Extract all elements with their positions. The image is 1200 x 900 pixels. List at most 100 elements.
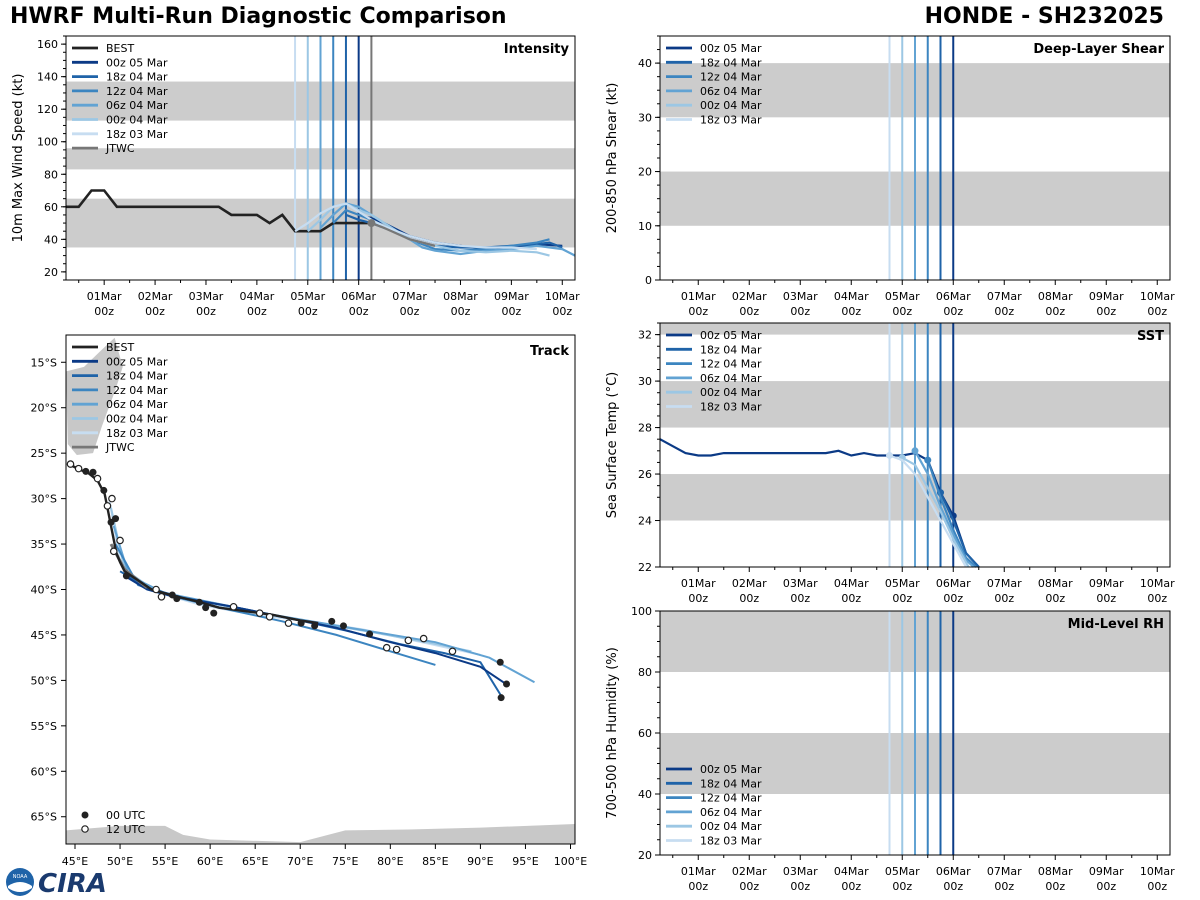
- sst-series-12z-04-mar: [926, 459, 977, 568]
- intensity-ytick-label: 60: [44, 201, 58, 214]
- track-marker-00utc: [297, 619, 305, 627]
- shear-legend-label: 00z 05 Mar: [700, 42, 762, 55]
- intensity-xtick-label-day: 05Mar: [290, 290, 325, 303]
- sst-frame: [659, 322, 1171, 568]
- sst-xtick-label-hour: 00z: [892, 592, 912, 605]
- sst-legend-label: 18z 04 Mar: [700, 343, 762, 356]
- rh-xtick-label-hour: 00z: [688, 880, 708, 893]
- intensity-series-jtwc: [371, 222, 436, 247]
- track-marker-12utc: [419, 634, 428, 643]
- track-marker-00utc: [328, 617, 336, 625]
- intensity-ytick-label: 120: [37, 103, 58, 116]
- track-xtick-label: 95°E: [512, 855, 538, 868]
- shear-xtick-label-day: 08Mar: [1038, 290, 1073, 303]
- sst-xtick-label-hour: 00z: [790, 592, 810, 605]
- rh-ytick-label: 40: [638, 788, 652, 801]
- track-marker-12utc: [255, 609, 264, 617]
- shear-xtick-label-hour: 00z: [1096, 305, 1116, 318]
- track-ytick-label: 40°S: [31, 584, 57, 597]
- madagascar-landmass: [66, 337, 123, 455]
- sst-xtick-label-day: 01Mar: [681, 577, 716, 590]
- track-xtick-label: 45°E: [62, 855, 88, 868]
- shear-panel-title: Deep-Layer Shear: [1033, 42, 1164, 57]
- shear-xtick-label-hour: 00z: [892, 305, 912, 318]
- track-legend-label: 00z 04 Mar: [106, 413, 168, 426]
- intensity-ylabel: 10m Max Wind Speed (kt): [11, 74, 26, 243]
- rh-legend-label: 18z 03 Mar: [700, 835, 762, 848]
- intensity-legend-label: BEST: [106, 42, 134, 55]
- shear-xtick-label-day: 03Mar: [783, 290, 818, 303]
- intensity-ytick-label: 20: [44, 266, 58, 279]
- intensity-xtick-label-day: 04Mar: [239, 290, 274, 303]
- cira-logo: NOAA CIRA: [6, 868, 107, 898]
- shear-xtick-label-hour: 00z: [943, 305, 963, 318]
- track-ytick-label: 65°S: [31, 811, 57, 824]
- track-marker-12utc: [229, 602, 238, 611]
- intensity-series-best: [66, 189, 372, 233]
- track-run-06z-04-mar: [112, 525, 535, 684]
- track-xtick-label: 70°E: [287, 855, 313, 868]
- track-marker-12utc: [265, 612, 274, 621]
- shear-ytick-label: 30: [638, 111, 652, 124]
- sst-xtick-label-hour: 00z: [688, 592, 708, 605]
- track-run-18z-04-mar: [119, 570, 504, 700]
- track-marker-00utc: [496, 658, 504, 666]
- track-marker-00utc: [202, 604, 210, 612]
- track-legend-12utc-label: 12 UTC: [106, 823, 146, 836]
- track-xtick-label: 55°E: [152, 855, 178, 868]
- shear-legend-label: 00z 04 Mar: [700, 99, 762, 112]
- track-marker-00utc: [503, 680, 511, 688]
- track-marker-12utc: [109, 547, 118, 556]
- track-xtick-label: 85°E: [422, 855, 448, 868]
- intensity-xtick-label-hour: 00z: [451, 305, 471, 318]
- rh-xtick-label-day: 01Mar: [681, 865, 716, 878]
- sst-xtick-label-hour: 00z: [994, 592, 1014, 605]
- track-marker-12utc: [392, 645, 401, 654]
- intensity-xtick-label-hour: 00z: [552, 305, 572, 318]
- sst-xtick-label-day: 09Mar: [1089, 577, 1124, 590]
- rh-xtick-label-day: 10Mar: [1140, 865, 1175, 878]
- rh-legend-label: 18z 04 Mar: [700, 777, 762, 790]
- intensity-ytick-label: 140: [37, 71, 58, 84]
- track-marker-00utc: [82, 467, 90, 475]
- sst-xtick-label-day: 03Mar: [783, 577, 818, 590]
- intensity-panel-title: Intensity: [504, 42, 570, 57]
- track-marker-12utc: [382, 643, 391, 652]
- shear-xtick-label-day: 09Mar: [1089, 290, 1124, 303]
- rh-legend-label: 00z 04 Mar: [700, 820, 762, 833]
- track-legend-00utc-marker: [81, 811, 89, 819]
- intensity-xtick-label-hour: 00z: [94, 305, 114, 318]
- track-ytick-label: 35°S: [31, 538, 57, 551]
- shear-xtick-label-hour: 00z: [739, 305, 759, 318]
- shear-xtick-label-hour: 00z: [994, 305, 1014, 318]
- track-legend-label: 00z 05 Mar: [106, 355, 168, 368]
- intensity-legend-label: 06z 04 Mar: [106, 99, 168, 112]
- intensity-legend-label: 18z 03 Mar: [106, 128, 168, 141]
- track-xtick-label: 80°E: [377, 855, 403, 868]
- intensity-ytick-label: 80: [44, 168, 58, 181]
- rh-xtick-label-hour: 00z: [892, 880, 912, 893]
- track-marker-12utc: [404, 636, 413, 645]
- sst-series-18z-03-mar: [889, 454, 967, 568]
- sst-xtick-label-day: 04Mar: [834, 577, 869, 590]
- rh-xtick-label-day: 05Mar: [885, 865, 920, 878]
- intensity-xtick-label-day: 09Mar: [494, 290, 529, 303]
- track-legend-label: 18z 04 Mar: [106, 370, 168, 383]
- track-ytick-label: 30°S: [31, 493, 57, 506]
- shear-ytick-label: 40: [638, 57, 652, 70]
- shear-xtick-label-day: 10Mar: [1140, 290, 1175, 303]
- rh-ytick-label: 100: [631, 605, 652, 618]
- rh-xtick-label-day: 03Mar: [783, 865, 818, 878]
- track-marker-12utc: [66, 460, 75, 468]
- track-ytick-label: 55°S: [31, 720, 57, 733]
- sst-ylabel: Sea Surface Temp (°C): [605, 372, 620, 519]
- track-legend-00utc-label: 00 UTC: [106, 809, 146, 822]
- intensity-xtick-label-day: 06Mar: [341, 290, 376, 303]
- intensity-xtick-label-hour: 00z: [400, 305, 420, 318]
- intensity-xtick-label-hour: 00z: [145, 305, 165, 318]
- sst-legend-label: 12z 04 Mar: [700, 358, 762, 371]
- sst-xtick-label-hour: 00z: [943, 592, 963, 605]
- track-legend-label: 06z 04 Mar: [106, 398, 168, 411]
- track-ytick-label: 50°S: [31, 674, 57, 687]
- sst-xtick-label-hour: 00z: [1147, 592, 1167, 605]
